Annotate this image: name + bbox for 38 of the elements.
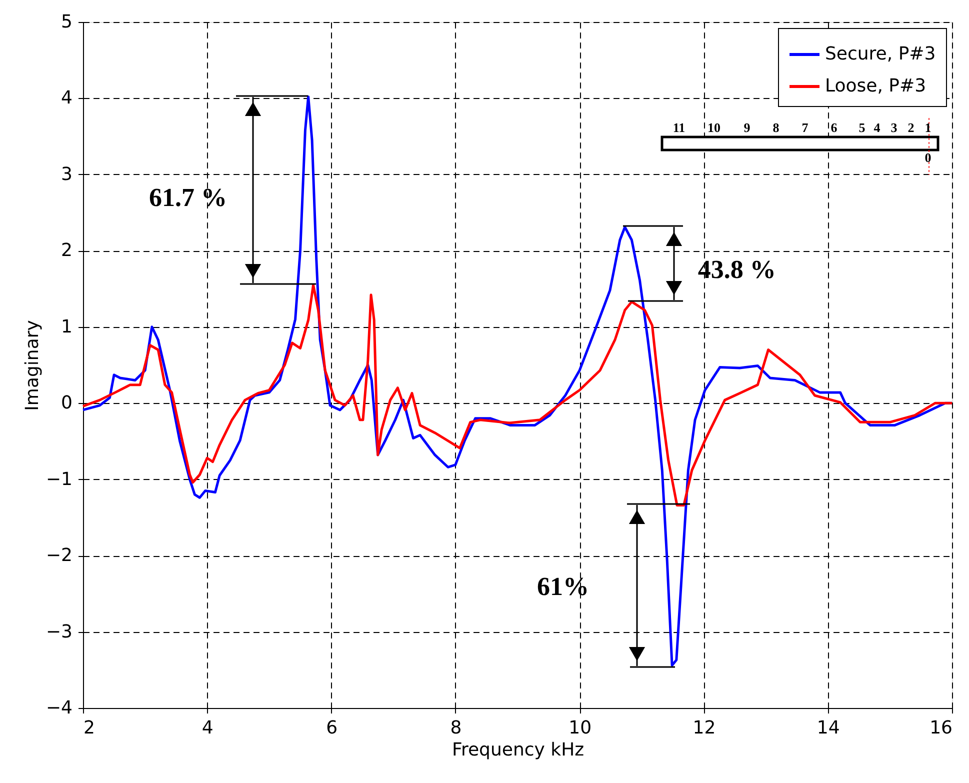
x-tick-label: 2 <box>84 718 95 738</box>
legend-label: Loose, P#3 <box>825 76 926 96</box>
y-tick-label: 4 <box>61 88 72 109</box>
x-axis-title: Frequency kHz <box>452 740 584 760</box>
annotation: 7 <box>802 120 809 135</box>
annotation: 10 <box>708 120 720 135</box>
y-tick-label: 5 <box>61 12 72 32</box>
y-tick-label: −2 <box>46 545 72 566</box>
x-tick-label: 4 <box>202 718 214 738</box>
y-axis-title: Imaginary <box>22 320 43 411</box>
x-tick-label: 14 <box>816 718 840 738</box>
annotation: 11 <box>672 120 686 135</box>
line-series <box>82 284 954 506</box>
x-tick-label: 12 <box>692 718 716 738</box>
x-tick-label: 10 <box>568 718 592 738</box>
y-tick-label: −4 <box>46 698 72 718</box>
annotation: 6 <box>830 120 838 135</box>
annotation: 3 <box>890 120 898 135</box>
y-tick-label: −1 <box>46 468 72 490</box>
annotation: 8 <box>772 120 780 135</box>
y-tick-label: 0 <box>61 392 72 414</box>
annotation: 4 <box>874 120 881 135</box>
annotation: 61.7 % <box>149 183 227 212</box>
y-tick-label: 1 <box>61 316 72 338</box>
annotation: 43.8 % <box>698 255 776 284</box>
annotation: 2 <box>908 120 914 135</box>
annotation: 61% <box>537 572 589 601</box>
annotation: 9 <box>744 120 751 135</box>
legend-label: Secure, P#3 <box>825 44 936 64</box>
x-tick-label: 8 <box>450 718 462 738</box>
y-tick-label: 2 <box>61 240 72 262</box>
annotation: 1 <box>924 120 932 135</box>
y-tick-label: −3 <box>46 621 72 642</box>
x-tick-label: 6 <box>326 718 338 738</box>
annotation: 5 <box>858 120 866 135</box>
y-tick-label: 3 <box>61 164 72 185</box>
x-tick-label: 16 <box>930 718 952 738</box>
annotation: 0 <box>924 150 932 165</box>
